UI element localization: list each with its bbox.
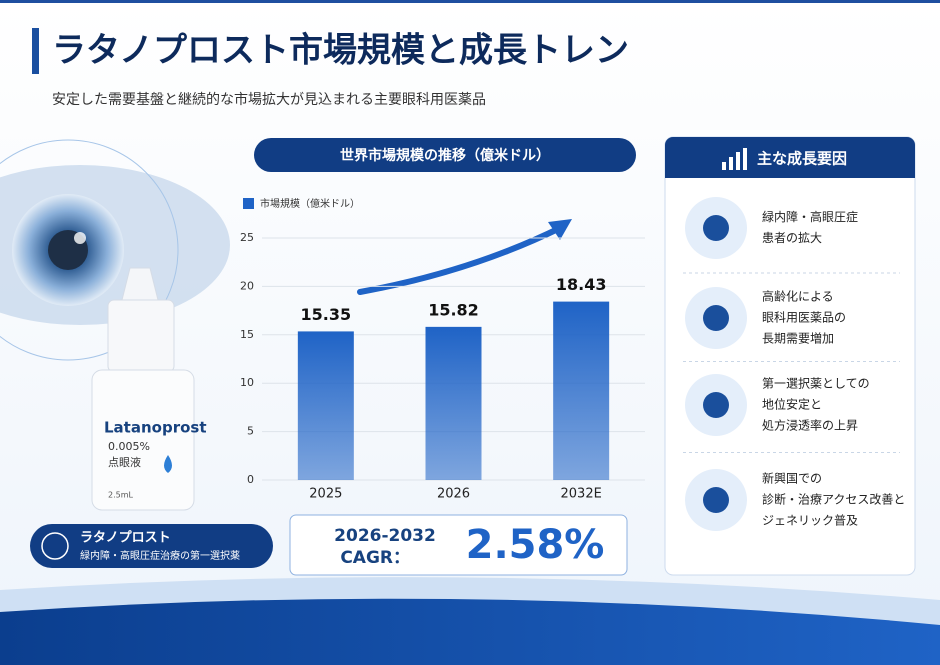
factors-title: 主な成長要因 xyxy=(757,150,847,168)
factors-header xyxy=(665,137,915,178)
bar xyxy=(425,326,482,480)
bottle-brand: Latanoprost xyxy=(104,419,207,437)
badge-text: 緑内障・高眼圧症治療の第一選択薬 xyxy=(80,549,240,562)
product-badge xyxy=(30,524,273,568)
factor-text: 緑内障・高眼圧症 xyxy=(762,209,858,224)
factor-text: 診断・治療アクセス改善と xyxy=(762,492,905,507)
factor-text: 第一選択薬としての xyxy=(762,377,870,391)
cagr-period: 2026-2032 xyxy=(334,526,436,546)
factor-text: ジェネリック普及 xyxy=(762,514,858,528)
factor-text: 地位安定と xyxy=(762,397,822,412)
factor-text: 眼科用医薬品の xyxy=(762,311,846,325)
cagr-value: 2.58% xyxy=(466,522,605,568)
bar xyxy=(553,301,610,480)
value-label: 18.43 xyxy=(556,275,607,294)
eye-illustration xyxy=(0,139,230,361)
factors-icon xyxy=(722,148,747,170)
x-tick-label: 2032E xyxy=(561,487,602,502)
y-tick-label: 10 xyxy=(240,376,254,389)
factor-icon-mark xyxy=(703,215,729,241)
top-border xyxy=(0,0,940,3)
bottle-volume: 2.5mL xyxy=(108,491,134,500)
x-tick-label: 2026 xyxy=(437,487,470,502)
cagr-box xyxy=(289,514,628,576)
subtitle: 安定した需要基盤と継続的な市場拡大が見込まれる主要眼科用医薬品 xyxy=(52,91,486,108)
legend-label: 市場規模（億米ドル） xyxy=(260,197,360,210)
y-tick-label: 25 xyxy=(240,231,254,244)
factor-text: 処方浸透率の上昇 xyxy=(762,418,858,433)
bar xyxy=(297,331,354,480)
footer-wave xyxy=(0,598,940,665)
factor-icon-mark xyxy=(703,305,729,331)
bottle-form: 点眼液 xyxy=(108,455,141,469)
factor-text: 高齢化による xyxy=(762,289,834,304)
bottle xyxy=(91,267,195,511)
chart-title-bar xyxy=(254,138,636,172)
cagr-label: CAGR： xyxy=(340,548,410,568)
legend-swatch xyxy=(243,198,254,209)
y-tick-label: 5 xyxy=(247,425,254,438)
factor-text: 長期需要増加 xyxy=(762,332,834,346)
factor-icon-mark xyxy=(703,392,729,418)
trend-arrowhead xyxy=(548,219,572,240)
chart-title: 世界市場規模の推移（億米ドル） xyxy=(340,147,550,164)
y-tick-label: 20 xyxy=(240,279,254,292)
factor-icon-mark xyxy=(703,487,729,513)
value-label: 15.82 xyxy=(428,300,479,319)
factor-text: 新興国での xyxy=(762,471,822,486)
title: ラタノプロスト市場規模と成長トレン xyxy=(52,31,629,71)
factor-list: 緑内障・高眼圧症患者の拡大高齢化による眼科用医薬品の長期需要増加第一選択薬として… xyxy=(683,197,905,531)
factor-text: 患者の拡大 xyxy=(762,231,822,245)
title-accent xyxy=(32,28,39,74)
y-tick-label: 15 xyxy=(240,328,254,341)
y-tick-label: 0 xyxy=(247,473,254,486)
x-tick-label: 2025 xyxy=(309,487,342,502)
badge-icon xyxy=(41,532,69,560)
bottle-strength: 0.005% xyxy=(108,440,150,453)
value-label: 15.35 xyxy=(301,305,352,324)
badge-title: ラタノプロスト xyxy=(80,531,171,546)
